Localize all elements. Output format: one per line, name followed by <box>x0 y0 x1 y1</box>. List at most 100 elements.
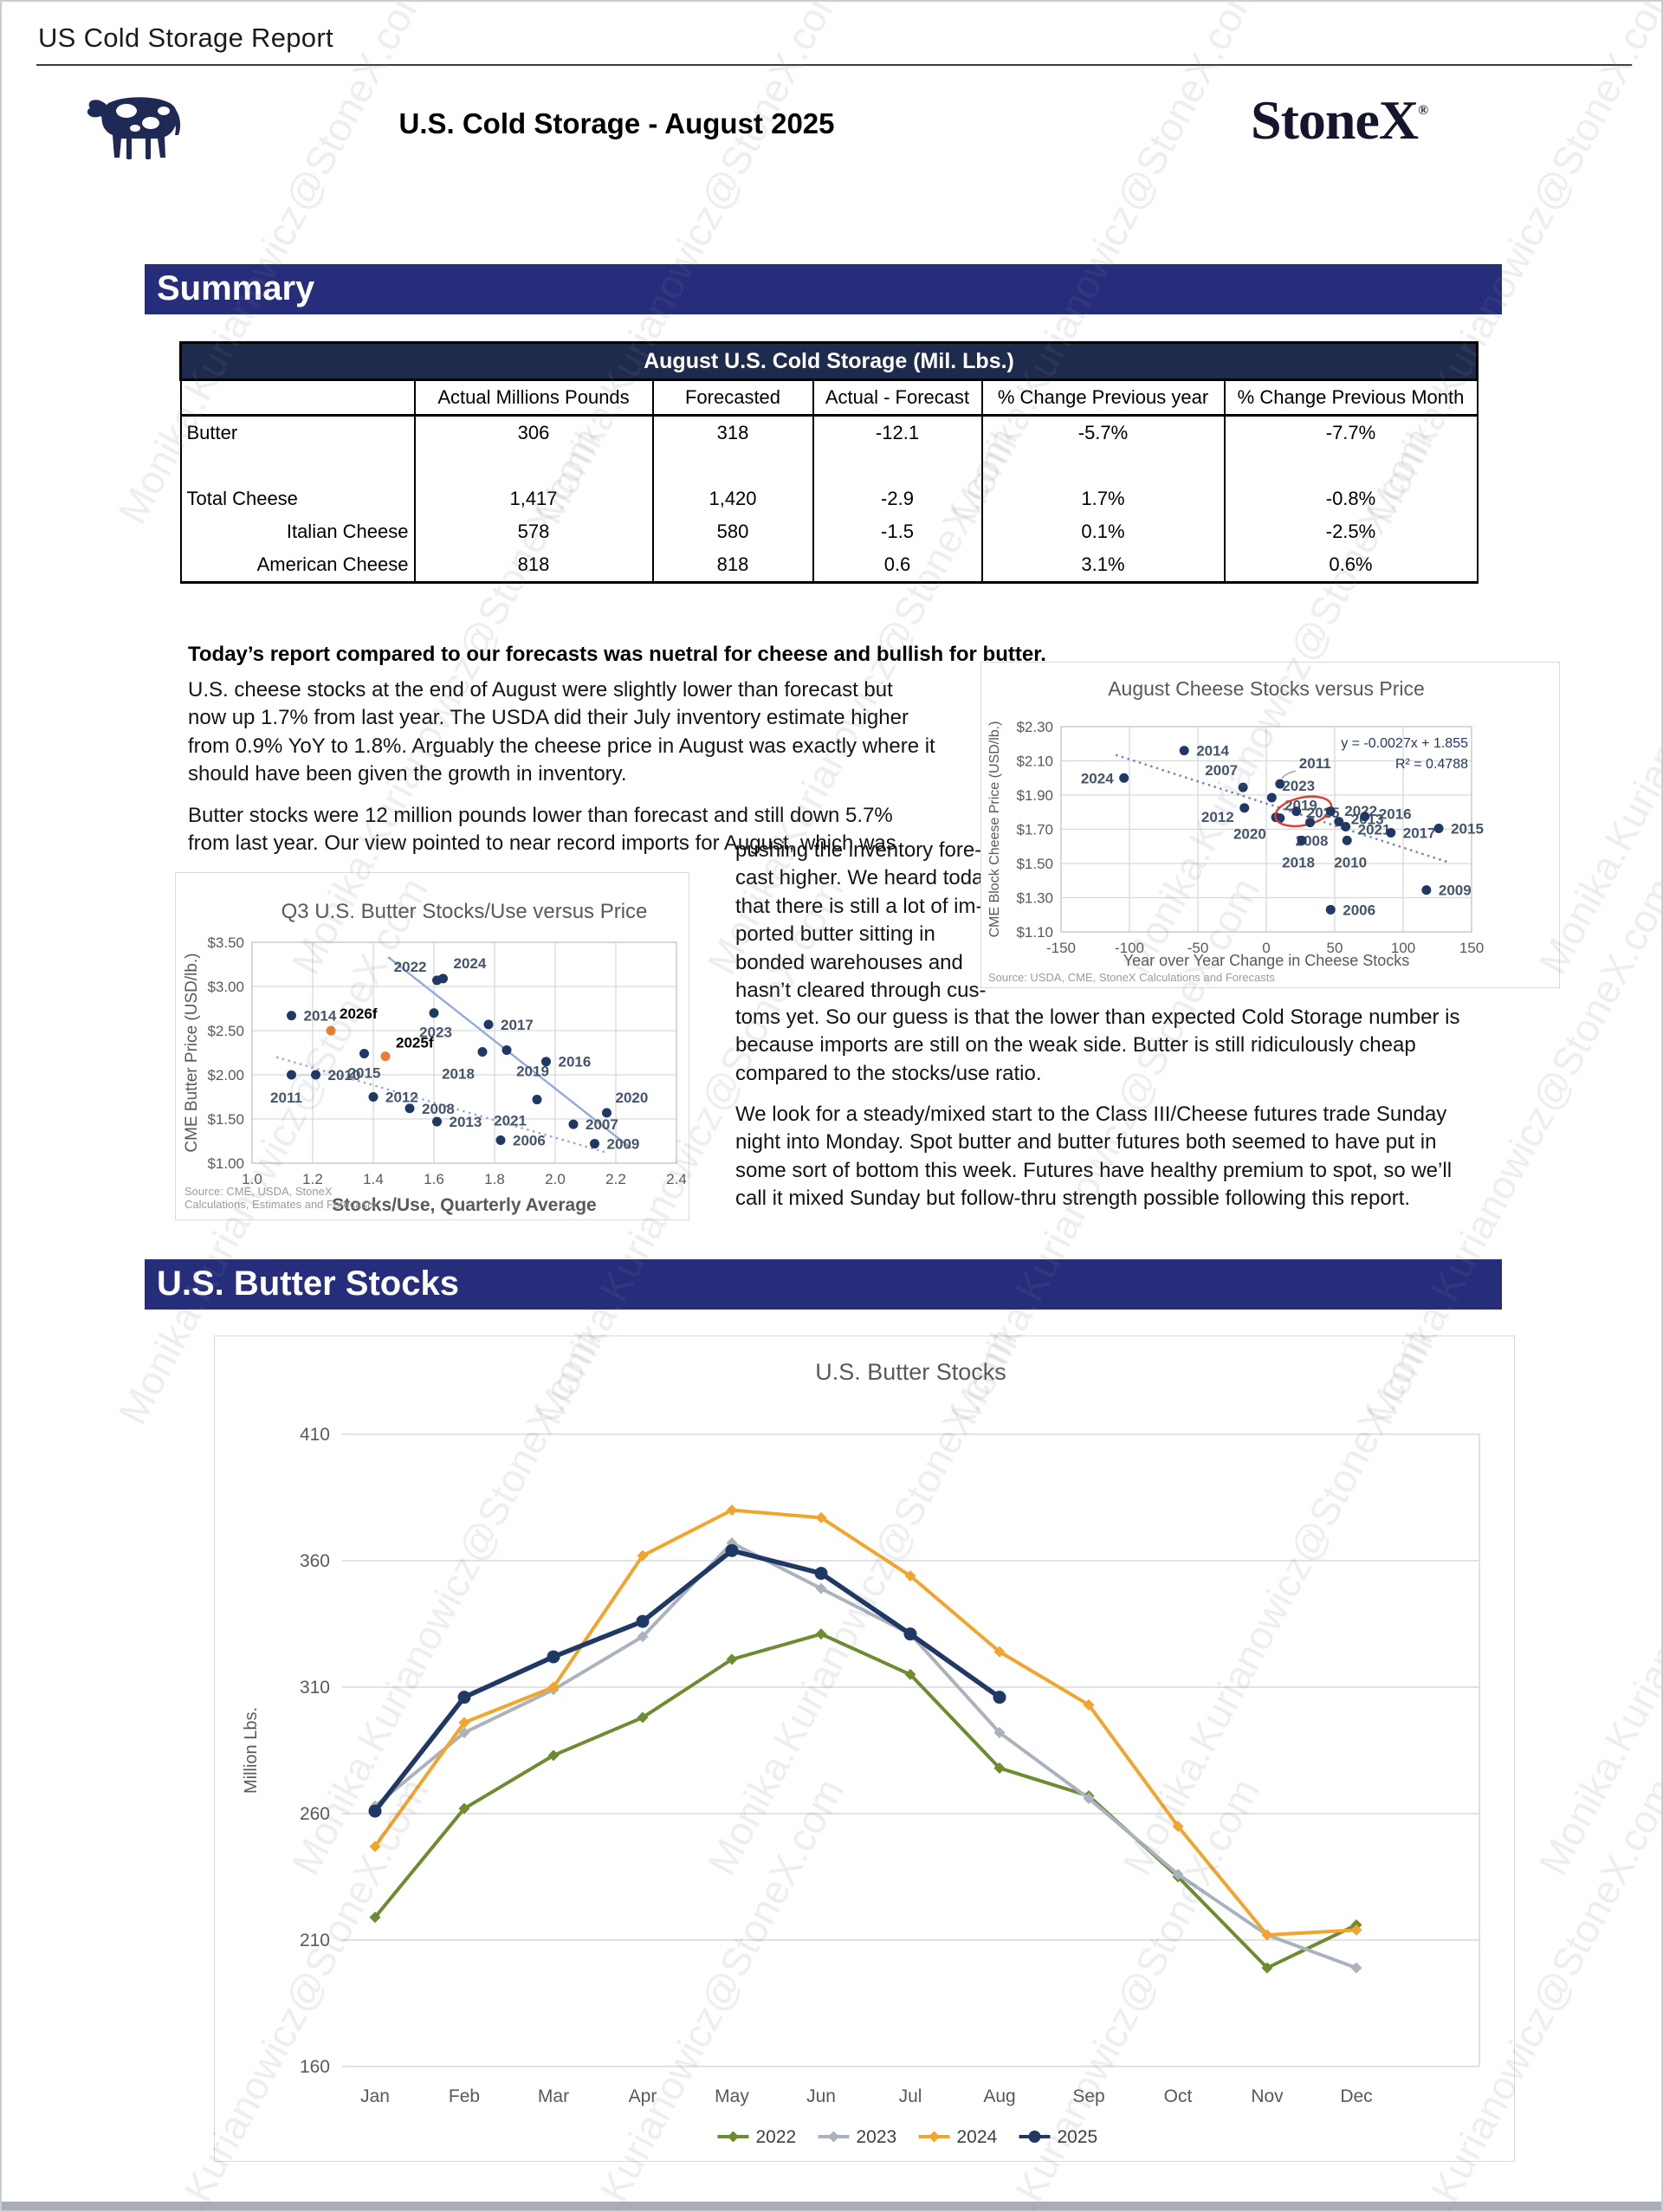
table-column-header: Actual Millions Pounds <box>413 378 654 417</box>
svg-text:360: 360 <box>300 1551 330 1571</box>
svg-text:2023: 2023 <box>419 1025 452 1041</box>
butter-stocks-line-chart: 160 210 260 310 360 410 Jan Feb Mar Apr May Jun Jul A… <box>214 1336 1515 2162</box>
table-cell: 0.1% <box>980 515 1226 548</box>
svg-text:$1.50: $1.50 <box>1016 856 1053 872</box>
svg-text:August Cheese Stocks versus Pr: August Cheese Stocks versus Price <box>1108 677 1425 700</box>
svg-text:$1.00: $1.00 <box>207 1155 244 1172</box>
svg-text:1.0: 1.0 <box>242 1171 262 1187</box>
svg-text:Year over Year Change in Chees: Year over Year Change in Cheese Stocks <box>1123 952 1410 969</box>
watermark-text: Monika.Kurianowicz@StoneX.com <box>1530 1320 1663 1883</box>
table-cell: 0.6% <box>1223 548 1479 584</box>
svg-text:2021: 2021 <box>494 1113 527 1129</box>
table-cell: 3.1% <box>980 548 1226 584</box>
svg-text:2017: 2017 <box>501 1017 534 1033</box>
svg-text:2015: 2015 <box>1451 821 1484 838</box>
svg-text:$1.30: $1.30 <box>1016 890 1053 907</box>
svg-text:410: 410 <box>300 1425 330 1445</box>
svg-text:Jan: Jan <box>360 2086 390 2106</box>
svg-text:50: 50 <box>1327 940 1343 956</box>
cheese-stocks-price-scatter-chart: -150 -100 -50 0 50 100 150 $1.10 $1.30 $1.50 $1.70… <box>980 662 1560 988</box>
svg-text:$2.50: $2.50 <box>207 1023 244 1039</box>
svg-text:2018: 2018 <box>1282 854 1315 870</box>
table-cell <box>812 450 983 482</box>
svg-text:Feb: Feb <box>449 2086 480 2106</box>
svg-text:Apr: Apr <box>629 2086 657 2106</box>
row-label <box>179 450 416 482</box>
svg-text:-50: -50 <box>1187 940 1209 956</box>
svg-text:2019: 2019 <box>516 1063 549 1079</box>
svg-text:May: May <box>715 2086 749 2106</box>
table-cell: 318 <box>651 415 814 450</box>
svg-text:Source: USDA, CME, StoneX Calc: Source: USDA, CME, StoneX Calculations a… <box>988 971 1275 984</box>
section-header-summary: Summary <box>145 264 1502 314</box>
svg-text:2013: 2013 <box>450 1114 482 1130</box>
svg-text:2016: 2016 <box>559 1054 592 1070</box>
svg-text:2012: 2012 <box>1201 809 1234 825</box>
svg-text:2018: 2018 <box>442 1065 475 1082</box>
page-title: US Cold Storage Report <box>38 23 333 53</box>
table-cell: 818 <box>651 548 814 584</box>
svg-text:2.4: 2.4 <box>666 1171 687 1187</box>
table-cell: -0.8% <box>1223 482 1479 515</box>
stonex-logo: StoneX® <box>1251 89 1428 151</box>
svg-text:0: 0 <box>1262 940 1270 956</box>
svg-text:$1.70: $1.70 <box>1016 822 1053 838</box>
svg-text:2026f: 2026f <box>340 1006 378 1022</box>
table-column-header: % Change Previous year <box>980 378 1226 417</box>
table-cell: 818 <box>413 548 654 584</box>
document-title: U.S. Cold Storage - August 2025 <box>398 107 835 139</box>
table-cell <box>980 450 1226 482</box>
table-cell: 1,417 <box>413 482 654 515</box>
svg-text:$1.90: $1.90 <box>1016 787 1053 804</box>
svg-text:2025: 2025 <box>1058 2127 1098 2147</box>
table-column-header: Actual - Forecast <box>812 378 983 417</box>
svg-text:1.4: 1.4 <box>363 1171 384 1187</box>
svg-text:100: 100 <box>1391 940 1415 956</box>
svg-text:160: 160 <box>300 2057 330 2077</box>
svg-text:1.8: 1.8 <box>484 1171 505 1187</box>
svg-text:$3.00: $3.00 <box>207 979 244 995</box>
svg-text:2017: 2017 <box>1403 825 1436 841</box>
svg-text:y = -0.0027x + 1.855: y = -0.0027x + 1.855 <box>1341 736 1468 751</box>
table-cell: 0.6 <box>812 548 983 584</box>
cow-logo-icon <box>81 85 196 168</box>
row-label: Total Cheese <box>179 482 416 515</box>
svg-text:-100: -100 <box>1115 940 1144 956</box>
svg-text:2011: 2011 <box>1299 755 1331 772</box>
paragraph-butter-wide: Butter stocks were 12 million pounds low… <box>188 804 896 856</box>
svg-text:2014: 2014 <box>1196 743 1229 760</box>
svg-text:2025f: 2025f <box>396 1035 434 1051</box>
svg-text:2006: 2006 <box>1343 902 1375 918</box>
svg-text:2008: 2008 <box>422 1101 455 1117</box>
header-divider <box>36 64 1632 66</box>
table-cell <box>651 450 814 482</box>
table-cell: 1.7% <box>980 482 1226 515</box>
svg-text:1.2: 1.2 <box>302 1171 323 1187</box>
svg-text:2011: 2011 <box>270 1090 302 1106</box>
svg-text:U.S. Butter Stocks: U.S. Butter Stocks <box>815 1359 1006 1385</box>
svg-text:$2.00: $2.00 <box>207 1067 244 1083</box>
svg-text:2012: 2012 <box>385 1090 418 1106</box>
table-cell: -2.9 <box>812 482 983 515</box>
table-title: August U.S. Cold Storage (Mil. Lbs.) <box>179 341 1479 381</box>
row-label: Butter <box>179 415 416 450</box>
paragraph-butter-narrow: pushing the inventory fore- cast higher.… <box>735 838 994 1003</box>
svg-text:R² = 0.4788: R² = 0.4788 <box>1395 757 1468 772</box>
table-cell: -2.5% <box>1223 515 1479 548</box>
svg-text:2009: 2009 <box>607 1136 640 1153</box>
svg-text:2020: 2020 <box>616 1090 649 1106</box>
paragraph-cheese: U.S. cheese stocks at the end of August … <box>188 678 935 786</box>
svg-text:CME Butter Price (USD/lb.): CME Butter Price (USD/lb.) <box>183 953 201 1152</box>
table-column-header: % Change Previous Month <box>1223 378 1479 417</box>
svg-text:1.6: 1.6 <box>424 1171 444 1187</box>
table-row <box>179 450 1479 482</box>
svg-text:Dec: Dec <box>1340 2086 1372 2106</box>
svg-text:2016: 2016 <box>1379 806 1412 823</box>
svg-text:2024: 2024 <box>1081 770 1114 786</box>
svg-text:2024: 2024 <box>454 955 487 972</box>
table-cell: 306 <box>413 415 654 450</box>
paragraph-butter-continued: toms yet. So our guess is that the lower… <box>735 1006 1460 1085</box>
paragraph-outlook: We look for a steady/mixed start to the … <box>735 1103 1453 1211</box>
svg-text:2014: 2014 <box>304 1008 337 1025</box>
svg-text:2010: 2010 <box>1334 854 1367 870</box>
